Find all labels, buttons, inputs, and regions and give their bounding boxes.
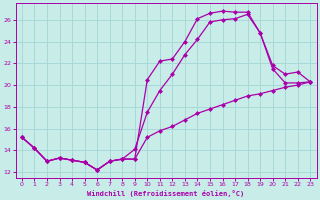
X-axis label: Windchill (Refroidissement éolien,°C): Windchill (Refroidissement éolien,°C) [87,190,245,197]
